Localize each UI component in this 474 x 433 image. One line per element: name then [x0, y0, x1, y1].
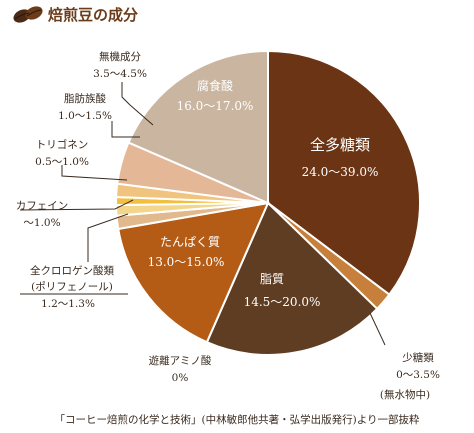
label-minerals-name: 無機成分: [99, 50, 141, 63]
label-trigonelline-name: トリゴネン: [36, 138, 89, 151]
pie-slice-4: [117, 201, 270, 344]
label-humic-name: 腐食酸: [197, 78, 233, 93]
label-humic-range: 16.0〜17.0%: [177, 99, 254, 113]
label-caffeine-name: カフェイン: [16, 200, 69, 212]
label-protein-name: たんぱく質: [160, 234, 220, 249]
label-amino-name: 遊離アミノ酸: [149, 354, 212, 367]
label-oligo-name: 少糖類: [402, 351, 434, 364]
dry-basis-note: (無水物中): [380, 388, 430, 401]
label-chlorogenic-sub: (ポリフェノール): [31, 281, 113, 293]
label-lipid-name: 脂質: [260, 271, 284, 286]
chart-title: 焙煎豆の成分: [48, 6, 138, 24]
pie-slices: [114, 49, 421, 356]
leader-lines: [19, 82, 386, 346]
label-aliphatic-name: 脂肪族酸: [64, 92, 106, 105]
pie-slice-2: [205, 201, 379, 356]
label-aliphatic-range: 1.0〜1.5%: [58, 110, 112, 122]
label-polysaccharides-range: 24.0〜39.0%: [302, 165, 379, 179]
label-polysaccharides-name: 全多糖類: [310, 136, 370, 154]
label-minerals-range: 3.5〜4.5%: [93, 68, 147, 80]
label-protein-range: 13.0〜15.0%: [148, 255, 225, 269]
coffee-beans-icon: [13, 6, 43, 23]
label-oligo-range: 0〜3.5%: [396, 369, 440, 381]
source-footnote: 「コーヒー焙煎の化学と技術」(中林敏郎他共著・弘学出版発行)より一部抜粋: [55, 413, 420, 426]
label-caffeine-range: 〜1.0%: [23, 217, 60, 229]
pie-slice-0: [267, 49, 421, 297]
label-chlorogenic-range: 1.2〜1.3%: [41, 298, 95, 310]
pie-slice-10: [127, 49, 269, 205]
label-chlorogenic-name: 全クロロゲン酸類: [30, 264, 114, 277]
label-lipid-range: 14.5〜20.0%: [244, 295, 321, 309]
label-trigonelline-range: 0.5〜1.0%: [35, 156, 89, 168]
label-amino-range: 0%: [172, 372, 189, 384]
